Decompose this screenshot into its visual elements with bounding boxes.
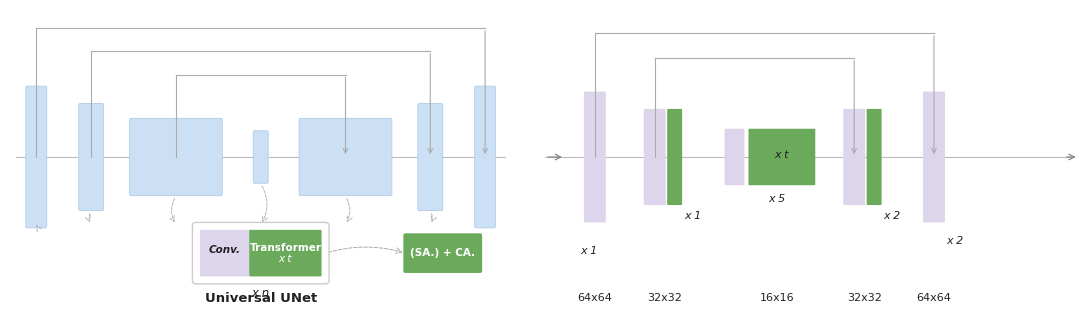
Text: x n: x n xyxy=(252,287,270,300)
Text: x 1: x 1 xyxy=(684,211,701,221)
FancyBboxPatch shape xyxy=(866,109,881,205)
Text: x 2: x 2 xyxy=(883,211,901,221)
FancyBboxPatch shape xyxy=(192,222,329,284)
Text: x t: x t xyxy=(774,150,789,160)
Text: x 2: x 2 xyxy=(946,236,963,246)
FancyBboxPatch shape xyxy=(667,109,683,205)
FancyBboxPatch shape xyxy=(418,104,443,211)
FancyBboxPatch shape xyxy=(200,230,249,276)
FancyBboxPatch shape xyxy=(923,92,945,222)
Text: Transformer: Transformer xyxy=(249,243,322,253)
FancyBboxPatch shape xyxy=(403,233,482,273)
Text: 64x64: 64x64 xyxy=(578,293,612,303)
FancyBboxPatch shape xyxy=(475,86,496,228)
FancyBboxPatch shape xyxy=(249,230,322,276)
Text: x 5: x 5 xyxy=(768,194,785,204)
Text: (SA.) + CA.: (SA.) + CA. xyxy=(410,248,475,258)
FancyBboxPatch shape xyxy=(584,92,606,222)
FancyBboxPatch shape xyxy=(299,118,392,196)
Text: 16x16: 16x16 xyxy=(759,293,794,303)
FancyBboxPatch shape xyxy=(26,86,46,228)
Text: Conv.: Conv. xyxy=(208,245,241,255)
FancyBboxPatch shape xyxy=(79,104,104,211)
Text: 64x64: 64x64 xyxy=(917,293,951,303)
FancyBboxPatch shape xyxy=(130,118,222,196)
Text: 32x32: 32x32 xyxy=(647,293,683,303)
Text: 32x32: 32x32 xyxy=(847,293,881,303)
FancyBboxPatch shape xyxy=(253,131,268,183)
Text: Universal UNet: Universal UNet xyxy=(204,292,316,305)
FancyBboxPatch shape xyxy=(644,109,665,205)
FancyBboxPatch shape xyxy=(843,109,865,205)
FancyBboxPatch shape xyxy=(725,129,744,185)
Text: x 1: x 1 xyxy=(580,246,597,256)
FancyBboxPatch shape xyxy=(748,129,815,185)
Text: x t: x t xyxy=(279,254,293,264)
